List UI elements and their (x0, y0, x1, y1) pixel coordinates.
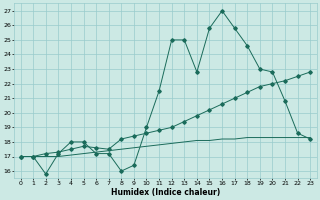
X-axis label: Humidex (Indice chaleur): Humidex (Indice chaleur) (111, 188, 220, 197)
